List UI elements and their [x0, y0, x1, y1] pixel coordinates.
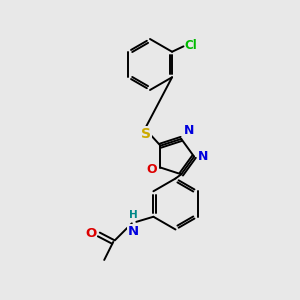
Text: O: O	[146, 163, 157, 176]
Text: N: N	[184, 124, 194, 136]
Text: O: O	[85, 227, 96, 240]
Text: N: N	[128, 225, 139, 238]
Text: H: H	[129, 210, 138, 220]
Text: S: S	[141, 127, 151, 141]
Text: Cl: Cl	[185, 39, 197, 52]
Text: N: N	[198, 150, 208, 163]
